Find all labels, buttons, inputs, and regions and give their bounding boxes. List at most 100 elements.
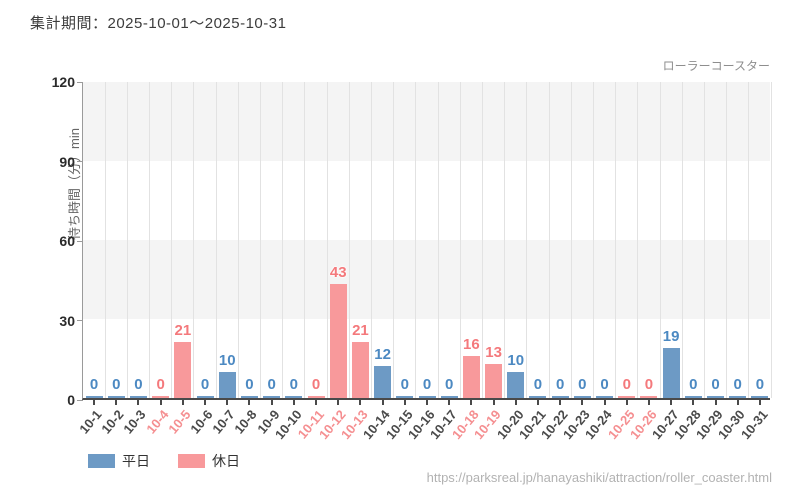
weekday-bar (418, 396, 436, 398)
weekday-bar (573, 396, 591, 398)
bar-value-label: 10 (507, 351, 525, 369)
column-gridline (415, 82, 417, 398)
weekday-bar (263, 396, 281, 398)
holiday-color-swatch (178, 454, 205, 468)
bar-value-label: 0 (400, 376, 409, 393)
weekday-bar (596, 396, 614, 398)
column-gridline (637, 82, 639, 398)
bar-value-label: 0 (689, 376, 698, 393)
column-gridline (459, 82, 461, 398)
bar-value-label: 0 (644, 376, 654, 393)
y-tick-label: 120 (51, 74, 75, 90)
weekday-bar (285, 396, 303, 398)
x-tick-mark (736, 400, 739, 405)
x-tick-mark (448, 400, 451, 405)
weekday-bar (440, 396, 458, 398)
holiday-bar (174, 342, 192, 398)
x-axis-date-label: 10-5 (165, 407, 194, 437)
holiday-bar (462, 355, 480, 398)
weekday-bar (751, 396, 769, 398)
weekday-bar (374, 366, 392, 398)
y-tick-label: 0 (67, 392, 75, 408)
bar-value-label: 0 (89, 376, 99, 393)
y-tick-mark (77, 399, 83, 401)
bar-value-label: 0 (156, 376, 165, 393)
column-gridline (703, 82, 705, 398)
x-tick-mark (270, 400, 273, 405)
y-tick-mark (77, 240, 83, 242)
weekday-bar (707, 396, 725, 398)
x-tick-mark (315, 400, 318, 405)
x-axis-date-label: 10-8 (231, 407, 260, 437)
bar-value-label: 0 (245, 376, 254, 393)
x-tick-mark (714, 400, 717, 405)
weekday-bar (240, 396, 258, 398)
column-gridline (592, 82, 594, 398)
x-axis-date-label: 10-4 (142, 407, 172, 437)
bar-value-label: 0 (289, 376, 298, 393)
column-gridline (149, 82, 151, 398)
weekday-color-swatch (88, 454, 115, 468)
weekday-bar (85, 396, 103, 398)
column-gridline (748, 82, 750, 398)
column-gridline (193, 82, 195, 398)
bar-value-label: 0 (200, 376, 210, 393)
x-tick-mark (159, 400, 162, 405)
column-gridline (726, 82, 728, 398)
column-gridline (659, 82, 661, 398)
weekday-bar (218, 371, 236, 398)
x-tick-mark (426, 400, 428, 405)
x-tick-mark (292, 400, 295, 405)
column-gridline (260, 82, 262, 398)
x-tick-mark (692, 400, 695, 405)
y-tick-label: 90 (59, 153, 75, 170)
x-tick-mark (647, 400, 650, 405)
bar-value-label: 21 (352, 322, 369, 340)
column-gridline (504, 82, 506, 398)
wait-time-bar-chart: 0 30 60 90 120 0 10-1 0 10-2 0 10-3 0 10-4 21 10-5 0 10-… (52, 75, 772, 442)
bar-value-label: 10 (218, 351, 236, 369)
column-gridline (104, 82, 106, 398)
bar-value-label: 43 (329, 264, 347, 282)
x-tick-mark (581, 400, 584, 405)
holiday-bar (351, 342, 369, 398)
x-axis-date-label: 10-2 (98, 407, 127, 437)
column-gridline (371, 82, 373, 398)
bar-value-label: 12 (374, 346, 391, 364)
column-gridline (526, 82, 528, 398)
x-tick-mark (181, 400, 184, 405)
holiday-bar (618, 396, 636, 398)
column-gridline (570, 82, 572, 398)
y-tick-mark (77, 81, 83, 83)
y-tick-label: 60 (59, 233, 75, 249)
column-gridline (215, 82, 217, 398)
legend-label-weekday: 平日 (122, 453, 150, 469)
holiday-bar (307, 396, 325, 398)
weekday-bar (129, 396, 147, 398)
weekday-bar (107, 396, 125, 398)
bar-value-label: 0 (267, 376, 276, 393)
x-tick-mark (137, 400, 140, 405)
x-tick-mark (337, 400, 340, 405)
x-tick-mark (670, 400, 673, 405)
bar-value-label: 0 (311, 376, 321, 393)
y-tick-mark (77, 320, 83, 321)
bar-value-label: 16 (463, 335, 480, 353)
x-tick-mark (603, 400, 606, 405)
x-tick-mark (514, 400, 517, 405)
column-gridline (437, 82, 439, 398)
bar-value-label: 0 (533, 376, 543, 393)
bar-value-label: 0 (755, 376, 765, 393)
source-url: https://parksreal.jp/hanayashiki/attract… (426, 470, 772, 485)
bar-value-label: 21 (174, 322, 192, 340)
bar-value-label: 13 (485, 343, 502, 361)
x-axis-date-label: 10-1 (76, 407, 105, 437)
column-gridline (171, 82, 173, 398)
x-tick-mark (403, 400, 406, 405)
y-tick-mark (77, 161, 83, 162)
x-axis-date-label: 10-7 (209, 407, 238, 437)
x-tick-mark (93, 400, 96, 405)
holiday-bar (640, 396, 658, 398)
bar-value-label: 0 (622, 376, 631, 393)
column-gridline (282, 82, 284, 398)
